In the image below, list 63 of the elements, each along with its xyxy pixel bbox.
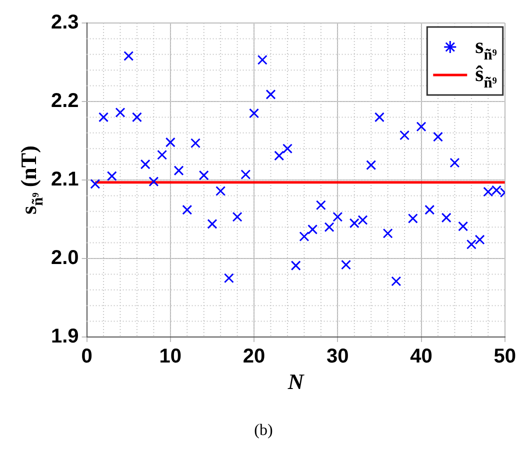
point (198, 170, 209, 180)
point (274, 150, 284, 161)
point (216, 186, 226, 196)
x-tick-label: 50 (494, 346, 516, 368)
point (332, 212, 343, 222)
point (466, 239, 476, 250)
x-tick-label: 20 (242, 346, 266, 368)
point (358, 215, 368, 226)
point (441, 212, 452, 223)
point (341, 260, 351, 270)
x-tick-label: 30 (326, 346, 349, 368)
point (299, 232, 310, 242)
point (157, 150, 168, 160)
point (90, 178, 100, 189)
y-tick-label: 2.1 (50, 168, 79, 191)
x-tick-label: 40 (410, 346, 432, 368)
point (290, 260, 301, 271)
point (424, 204, 435, 215)
point (257, 54, 268, 65)
point (224, 273, 234, 284)
point (374, 112, 384, 122)
point (148, 176, 159, 187)
y-tick-label: 2.3 (50, 12, 79, 34)
point (349, 218, 360, 228)
point (400, 130, 410, 140)
y-axis-title: sñ⁹ (nT) (16, 146, 47, 214)
point (182, 204, 192, 215)
x-tick-label: 0 (81, 346, 92, 368)
point (458, 221, 468, 232)
point (140, 159, 150, 170)
point (382, 228, 393, 238)
y-tick-label: 2.2 (50, 90, 79, 112)
point (366, 160, 376, 170)
point (98, 112, 109, 122)
point (432, 132, 443, 142)
point (483, 186, 494, 197)
point (474, 234, 485, 245)
point (115, 108, 126, 118)
point (165, 137, 176, 148)
point (308, 224, 318, 234)
y-tick-label: 1.9 (50, 326, 79, 348)
x-tick-label: 10 (159, 346, 182, 368)
point (408, 213, 418, 224)
point (324, 222, 334, 232)
point (174, 166, 184, 176)
point (232, 212, 242, 222)
y-tick-label: 2.0 (50, 247, 79, 270)
point (316, 200, 326, 210)
point (266, 89, 276, 100)
point (416, 122, 426, 132)
point (249, 108, 260, 118)
point (282, 144, 292, 154)
point (132, 112, 142, 122)
point (240, 170, 251, 180)
point (492, 185, 502, 196)
point (106, 171, 117, 182)
point (190, 138, 200, 148)
point (450, 158, 460, 168)
point (391, 276, 402, 286)
point (207, 218, 218, 229)
point (124, 50, 134, 61)
x-axis-title: N (286, 369, 305, 394)
text: (b) (253, 422, 274, 440)
